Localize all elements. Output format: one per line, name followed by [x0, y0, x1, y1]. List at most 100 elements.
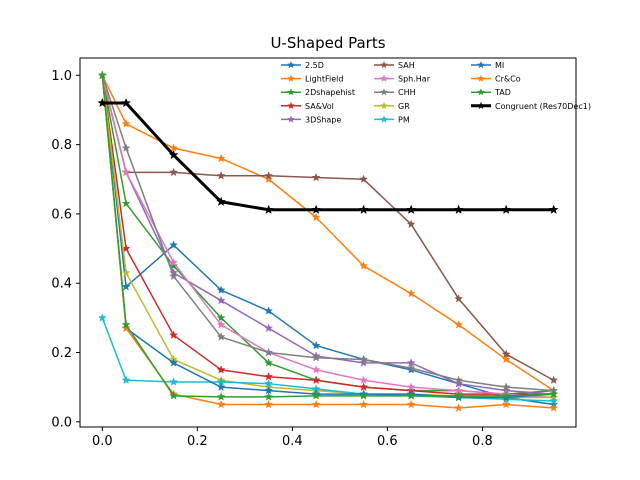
legend-entry: 3DShape	[281, 115, 341, 124]
data-point	[311, 391, 321, 400]
data-point	[97, 313, 107, 322]
legend-marker	[477, 88, 485, 96]
data-point	[311, 375, 321, 385]
data-point	[311, 340, 321, 350]
data-point	[264, 323, 274, 333]
legend-marker	[287, 115, 295, 123]
series-SAH	[97, 70, 559, 385]
legend-entry: MI	[471, 60, 504, 70]
legend-label: Cr&Co	[495, 75, 521, 84]
legend-label: CHH	[398, 88, 416, 97]
data-point	[264, 392, 274, 401]
data-point	[121, 198, 131, 208]
legend-marker	[287, 74, 295, 82]
data-point	[121, 281, 131, 291]
legend: 2.5D LightField 2Dshapehist SA&Vol 3DShape SA…	[281, 60, 591, 124]
data-point	[121, 268, 131, 277]
data-point	[216, 320, 226, 329]
data-point	[501, 204, 512, 214]
data-point	[549, 396, 559, 405]
data-point	[549, 375, 559, 385]
data-point	[406, 382, 416, 391]
data-point	[358, 204, 369, 214]
data-point	[453, 204, 464, 214]
data-point	[359, 399, 369, 409]
data-point	[216, 153, 226, 163]
data-point	[169, 391, 179, 400]
data-point	[264, 372, 274, 381]
data-point	[311, 204, 322, 214]
data-point	[121, 143, 131, 152]
data-point	[454, 391, 464, 400]
legend-label: SAH	[398, 61, 415, 70]
legend-entry: Cr&Co	[471, 74, 521, 84]
data-point	[548, 204, 559, 214]
data-point	[406, 391, 416, 400]
legend-marker	[380, 74, 388, 82]
x-tick-label: 0.2	[187, 434, 208, 449]
x-tick-label: 0.6	[377, 434, 398, 449]
data-point	[359, 391, 369, 400]
legend-label: Sph.Har	[398, 75, 431, 84]
data-point	[406, 399, 416, 409]
legend-marker	[380, 115, 388, 123]
data-point	[264, 399, 274, 409]
data-point	[97, 70, 107, 80]
data-point	[216, 332, 226, 341]
data-point	[169, 143, 179, 152]
x-tick-label: 0.8	[472, 434, 493, 449]
legend-marker	[287, 88, 295, 96]
data-point	[216, 382, 226, 391]
data-point	[216, 365, 226, 374]
legend-marker	[287, 60, 295, 69]
data-point	[454, 375, 464, 385]
data-point	[359, 261, 369, 270]
data-point	[169, 358, 179, 367]
data-point	[169, 257, 179, 267]
data-point	[501, 349, 511, 359]
data-point	[169, 330, 179, 339]
legend-label: Congruent (Res70Dec1)	[495, 102, 591, 111]
data-point	[121, 167, 131, 177]
data-point	[359, 375, 369, 385]
legend-marker	[477, 60, 485, 69]
data-point	[549, 403, 559, 412]
data-point	[406, 363, 416, 372]
legend-entry: CHH	[374, 88, 416, 97]
data-point	[264, 378, 274, 388]
series-Congruent (Res70Dec1)	[97, 97, 559, 214]
legend-entry: SAH	[374, 60, 415, 70]
legend-label: SA&Vol	[305, 102, 334, 111]
data-point	[406, 219, 416, 229]
data-point	[359, 382, 369, 391]
data-point	[454, 378, 464, 388]
legend-entry: Sph.Har	[374, 74, 431, 84]
chart-title: U-Shaped Parts	[270, 34, 385, 52]
data-point	[359, 174, 369, 184]
data-point	[359, 358, 369, 367]
data-point	[406, 204, 417, 214]
data-point	[263, 204, 274, 214]
data-point	[406, 288, 416, 298]
y-tick-label: 0.8	[51, 138, 72, 153]
legend-label: PM	[398, 115, 410, 124]
legend-entry: TAD	[471, 88, 511, 97]
data-point	[454, 403, 464, 412]
data-point	[359, 354, 369, 364]
legend-entry: 2.5D	[281, 60, 324, 70]
data-point	[121, 323, 131, 333]
data-point	[169, 271, 179, 281]
axes: 0.0 0.2 0.4 0.6 0.8 0.0 0.2 0.4 0.6 0.8 1.0	[51, 57, 577, 449]
plot-area	[97, 70, 559, 412]
legend-marker	[380, 60, 388, 69]
data-point	[501, 391, 511, 400]
data-point	[311, 399, 321, 409]
data-point	[121, 97, 132, 108]
legend-entry: PM	[374, 115, 410, 124]
y-tick-label: 1.0	[51, 69, 72, 84]
y-tick-label: 0.0	[51, 415, 72, 430]
data-point	[264, 306, 274, 315]
data-point	[121, 375, 131, 385]
